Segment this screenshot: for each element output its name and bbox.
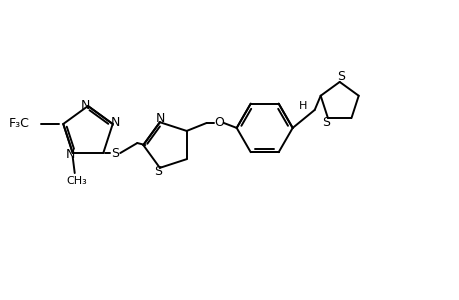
Text: F₃C: F₃C [8,118,29,130]
Text: N: N [111,116,120,130]
Text: N: N [80,98,90,112]
Text: H: H [298,101,306,111]
Text: S: S [153,165,162,178]
Text: S: S [336,70,344,83]
Text: CH₃: CH₃ [66,176,87,186]
Text: S: S [111,146,119,160]
Text: S: S [321,116,329,129]
Text: N: N [66,148,75,160]
Text: N: N [156,112,165,125]
Text: O: O [213,116,223,129]
